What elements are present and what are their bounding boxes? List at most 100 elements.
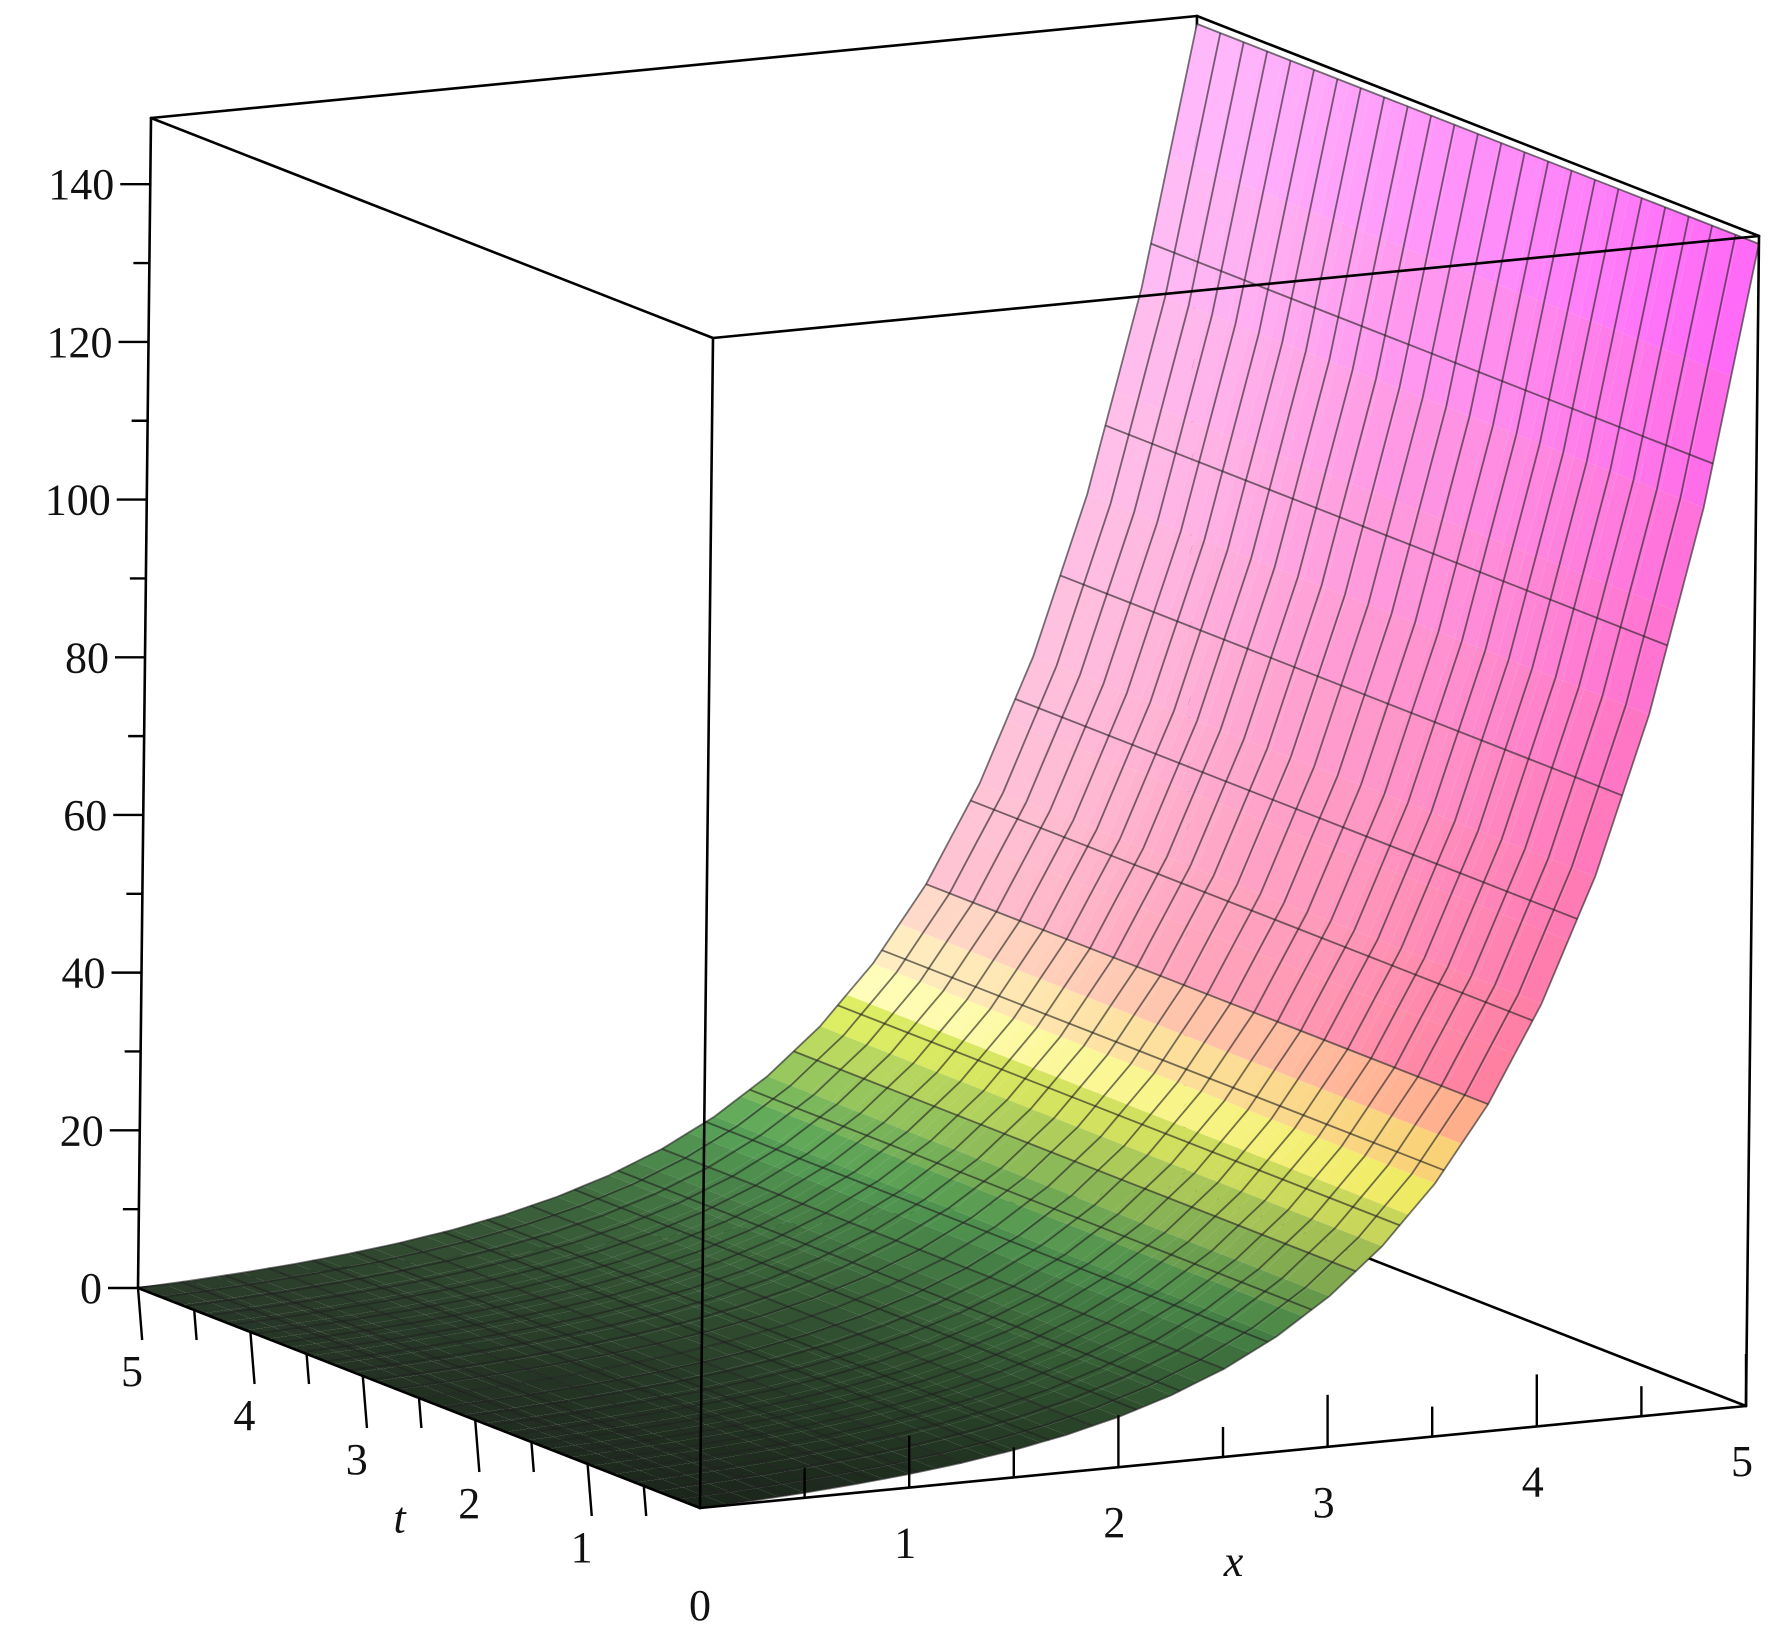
surface-cell <box>1249 198 1299 339</box>
surface-cell <box>969 850 1018 910</box>
grid-line-x <box>925 883 1489 1105</box>
surface-cell <box>714 1392 763 1407</box>
surface-cell <box>329 1302 377 1315</box>
surface-cell <box>974 1197 1022 1227</box>
surface-cell <box>1255 902 1304 961</box>
surface-cell <box>1242 1237 1291 1271</box>
surface-cell <box>1062 1048 1111 1088</box>
t-tick-major <box>361 1375 369 1429</box>
surface-cell <box>1125 519 1174 610</box>
surface-cell <box>657 1416 706 1429</box>
surface-cell <box>966 1093 1015 1128</box>
surface-cell <box>307 1293 356 1307</box>
surface-cell <box>988 1102 1037 1136</box>
surface-cell <box>1252 1164 1301 1204</box>
surface-cell <box>614 1399 663 1413</box>
surface-cell <box>901 1416 950 1431</box>
surface-cell <box>731 1133 780 1159</box>
surface-cell <box>469 1246 517 1262</box>
surface-cell <box>1000 1177 1049 1207</box>
surface-cell <box>694 1299 743 1316</box>
surface-cell <box>741 1386 789 1401</box>
surface-cell <box>991 859 1040 918</box>
surface-cell <box>1074 1136 1123 1170</box>
surface-cell <box>1187 1138 1236 1179</box>
surface-cell <box>626 1192 675 1212</box>
surface-cell <box>1259 1279 1308 1308</box>
surface-cell <box>1065 1203 1114 1232</box>
surface-cell <box>1081 502 1131 593</box>
surface-cell <box>774 1150 823 1175</box>
surface-cell <box>930 1181 979 1210</box>
grid-line-x <box>181 1281 744 1503</box>
surface-cell <box>849 1429 897 1444</box>
surface-cell <box>332 1360 381 1373</box>
t-tick-minor <box>305 1353 311 1385</box>
surface-cell <box>885 1293 934 1313</box>
surface-cell <box>1017 809 1066 868</box>
surface-cell <box>801 1130 849 1159</box>
surface-cell <box>1255 1307 1303 1337</box>
surface-cell <box>376 1306 425 1319</box>
surface-cell <box>527 1436 575 1449</box>
z-tick-label: 140 <box>48 160 114 209</box>
x-axis-label: x <box>1223 1537 1244 1586</box>
surface-cell <box>899 1225 948 1251</box>
surface-cell <box>1385 108 1435 249</box>
surface-cell <box>1218 1059 1267 1108</box>
surface-cell <box>1168 1274 1217 1303</box>
surface-cell <box>1101 1104 1150 1145</box>
surface-cell <box>722 1441 771 1455</box>
surface-cell <box>1277 66 1327 207</box>
surface-cell <box>736 1400 785 1415</box>
surface-cell <box>310 1352 359 1365</box>
box-edge-front-vertical <box>698 336 715 1510</box>
surface-cell <box>416 1259 465 1274</box>
surface-cell <box>697 1369 746 1384</box>
surface-cell <box>588 1403 637 1417</box>
surface-cell <box>1057 1087 1106 1128</box>
surface-cell <box>1195 804 1245 877</box>
surface-cell <box>578 1194 627 1214</box>
surface-cell <box>621 1211 670 1231</box>
surface-cell <box>594 1312 643 1328</box>
surface-cell <box>955 1297 1004 1319</box>
surface-cell <box>609 1162 658 1184</box>
surface <box>138 23 1759 1508</box>
surface-cell <box>767 1380 815 1396</box>
surface-cell <box>1407 117 1457 258</box>
surface-cell <box>1098 600 1147 691</box>
surface-cell <box>950 1319 999 1339</box>
surface-cell <box>1293 215 1343 356</box>
surface-cell <box>1401 257 1451 398</box>
grid-line-x <box>268 1267 832 1490</box>
surface-cell <box>651 1282 700 1299</box>
surface-cell <box>770 1445 819 1459</box>
surface-cell <box>543 1240 591 1257</box>
surface-cell <box>1325 484 1374 596</box>
surface-cell <box>1286 1254 1335 1288</box>
surface-cell <box>879 1407 928 1423</box>
surface-cell <box>1179 313 1229 425</box>
surface-cell <box>481 1285 530 1300</box>
grid-line-x <box>486 1219 1050 1441</box>
surface-cell <box>804 1238 852 1260</box>
surface-cell <box>1247 1203 1296 1238</box>
surface-cell <box>1385 953 1434 1012</box>
surface-cell <box>1307 1262 1356 1297</box>
surface-cell <box>810 1068 859 1102</box>
surface-cell <box>906 1400 954 1417</box>
surface-cell <box>1365 1166 1414 1207</box>
surface-cell <box>927 1408 976 1425</box>
surface-cell <box>979 720 1028 793</box>
surface-cell <box>933 1288 982 1311</box>
surface-cell <box>471 1386 520 1400</box>
surface-cell <box>668 1307 717 1323</box>
surface-cell <box>1682 367 1732 508</box>
surface-cell <box>1260 830 1309 903</box>
surface-cell <box>494 1321 542 1336</box>
surface-cell <box>841 1003 890 1044</box>
surface-cell <box>1342 91 1392 232</box>
surface-cell <box>255 1302 303 1315</box>
surface-cell <box>938 1267 987 1289</box>
